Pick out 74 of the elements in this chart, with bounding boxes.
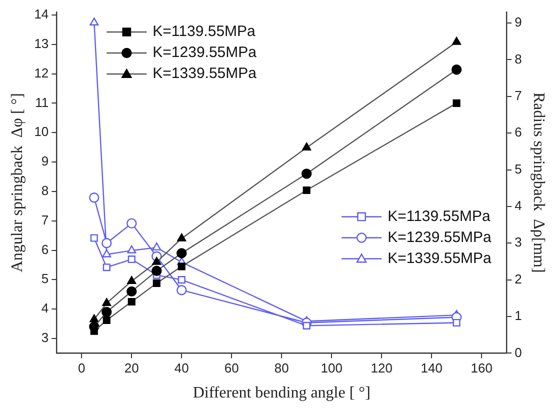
point — [102, 264, 110, 272]
point — [177, 233, 186, 242]
x-tick-label: 120 — [370, 360, 392, 376]
point — [152, 242, 162, 250]
point — [102, 306, 112, 318]
x-axis-title: Different bending angle [ °] — [192, 384, 370, 402]
y-tick-label: 8 — [41, 183, 49, 198]
point — [126, 286, 137, 297]
point — [452, 318, 460, 327]
point — [302, 322, 310, 330]
point — [302, 142, 312, 150]
y2-tick-label: 1 — [514, 308, 522, 324]
point — [128, 298, 136, 306]
point — [102, 298, 112, 306]
x-tick-label: 100 — [320, 360, 342, 376]
point — [90, 327, 98, 335]
point — [176, 284, 187, 296]
y2-tick-label: 0 — [514, 344, 522, 360]
x-tick-label: 40 — [174, 360, 189, 376]
point — [102, 238, 112, 248]
point — [178, 276, 186, 284]
y2-tick-label: 4 — [514, 198, 522, 214]
point — [452, 36, 462, 45]
x-tick-label: 80 — [274, 360, 289, 376]
point — [127, 245, 136, 254]
y2-tick-label: 9 — [514, 14, 522, 30]
legend-label: K=1339.55MPa — [152, 65, 258, 82]
point — [152, 279, 160, 287]
point — [451, 64, 462, 75]
point — [152, 256, 162, 265]
point — [90, 234, 98, 242]
y2-tick-label: 7 — [514, 88, 522, 103]
y-tick-label: 10 — [34, 124, 49, 140]
y2-axis-title: Radius springback Δρ[mm] — [530, 92, 548, 273]
y-axis-title: Angular springback Δφ [ °] — [8, 92, 26, 272]
point — [90, 18, 99, 26]
y-tick-label: 11 — [35, 94, 49, 110]
point — [178, 262, 186, 270]
legend-label: K=1139.55MPa — [152, 23, 256, 40]
y-tick-label: 14 — [34, 6, 49, 22]
point — [452, 99, 460, 107]
y-tick-label: 6 — [41, 242, 49, 257]
y2-tick-label: 6 — [514, 124, 522, 140]
legend-label: K=1339.55MPa — [388, 250, 492, 267]
point — [90, 314, 99, 322]
y-tick-label: 4 — [41, 300, 49, 316]
point — [176, 248, 187, 258]
y-tick-label: 12 — [34, 65, 49, 80]
y-tick-label: 3 — [41, 330, 49, 346]
point — [128, 255, 136, 264]
point — [102, 249, 112, 258]
legend-label: K=1139.55MPa — [388, 208, 491, 225]
point — [152, 266, 162, 276]
legend-label: K=1239.55MPa — [152, 44, 258, 62]
y2-tick-label: 2 — [514, 271, 522, 286]
y2-tick-label: 8 — [514, 51, 522, 66]
legend-label: K=1239.55MPa — [388, 228, 492, 246]
y2-tick-label: 5 — [514, 161, 522, 176]
x-tick-label: 20 — [124, 360, 139, 376]
y-tick-label: 9 — [41, 154, 49, 169]
y2-tick-label: 3 — [514, 234, 522, 250]
point — [127, 276, 136, 284]
x-tick-label: 140 — [420, 360, 442, 376]
point — [302, 186, 310, 194]
point — [89, 192, 100, 203]
y-tick-label: 13 — [34, 36, 49, 51]
x-tick-label: 60 — [224, 360, 239, 376]
y-tick-label: 5 — [41, 271, 49, 286]
y-tick-label: 7 — [41, 212, 49, 228]
x-tick-label: 0 — [78, 360, 86, 376]
point — [126, 218, 137, 228]
point — [102, 316, 110, 324]
x-tick-label: 160 — [470, 360, 492, 376]
point — [302, 168, 312, 179]
